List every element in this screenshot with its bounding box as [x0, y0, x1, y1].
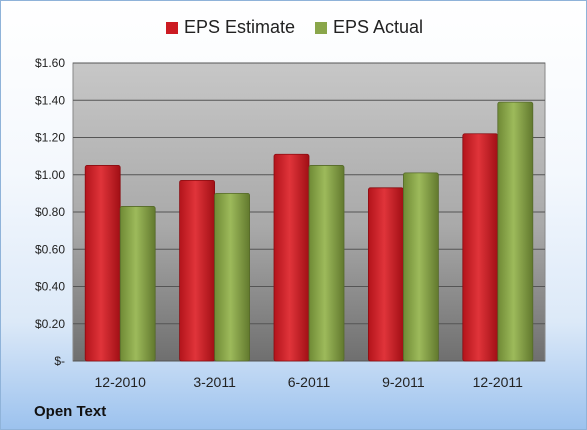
legend: EPS Estimate EPS Actual: [1, 17, 586, 38]
y-tick-label: $1.00: [35, 168, 65, 182]
actual-bar: [308, 165, 345, 362]
y-tick-label: $1.40: [35, 93, 65, 107]
estimate-bar: [273, 153, 310, 362]
y-tick-label: $1.20: [35, 131, 65, 145]
estimate-bar: [179, 179, 216, 362]
x-tick-label: 9-2011: [382, 374, 425, 390]
legend-item-actual: EPS Actual: [314, 17, 424, 38]
y-tick-label: $1.60: [35, 56, 65, 70]
x-tick-label: 3-2011: [193, 374, 236, 390]
estimate-bar: [367, 187, 404, 362]
legend-item-estimate: EPS Estimate: [165, 17, 295, 38]
plot-area: $- $0.20 $0.40 $0.60 $0.80 $1.00 $1.20 $1.40 $1.…: [35, 56, 546, 390]
x-tick-label: 6-2011: [288, 374, 331, 390]
legend-swatch-actual: [314, 21, 327, 34]
y-tick-label: $0.60: [35, 242, 65, 256]
legend-label-actual: EPS Actual: [332, 17, 424, 37]
actual-bar: [497, 101, 534, 362]
actual-bar: [119, 206, 156, 362]
y-tick-label: $0.80: [35, 205, 65, 219]
x-tick-label: 12-2010: [95, 374, 147, 390]
actual-bar: [402, 172, 439, 362]
company-name: Open Text: [34, 403, 107, 420]
legend-label-estimate: EPS Estimate: [183, 17, 295, 37]
y-tick-label: $0.40: [35, 280, 65, 294]
x-tick-label: 12-2011: [473, 374, 524, 390]
actual-bar: [214, 192, 251, 362]
y-tick-label: $-: [54, 354, 65, 368]
y-tick-label: $0.20: [35, 317, 65, 331]
estimate-bar: [84, 165, 121, 362]
legend-swatch-estimate: [165, 21, 178, 34]
estimate-bar: [462, 133, 499, 362]
